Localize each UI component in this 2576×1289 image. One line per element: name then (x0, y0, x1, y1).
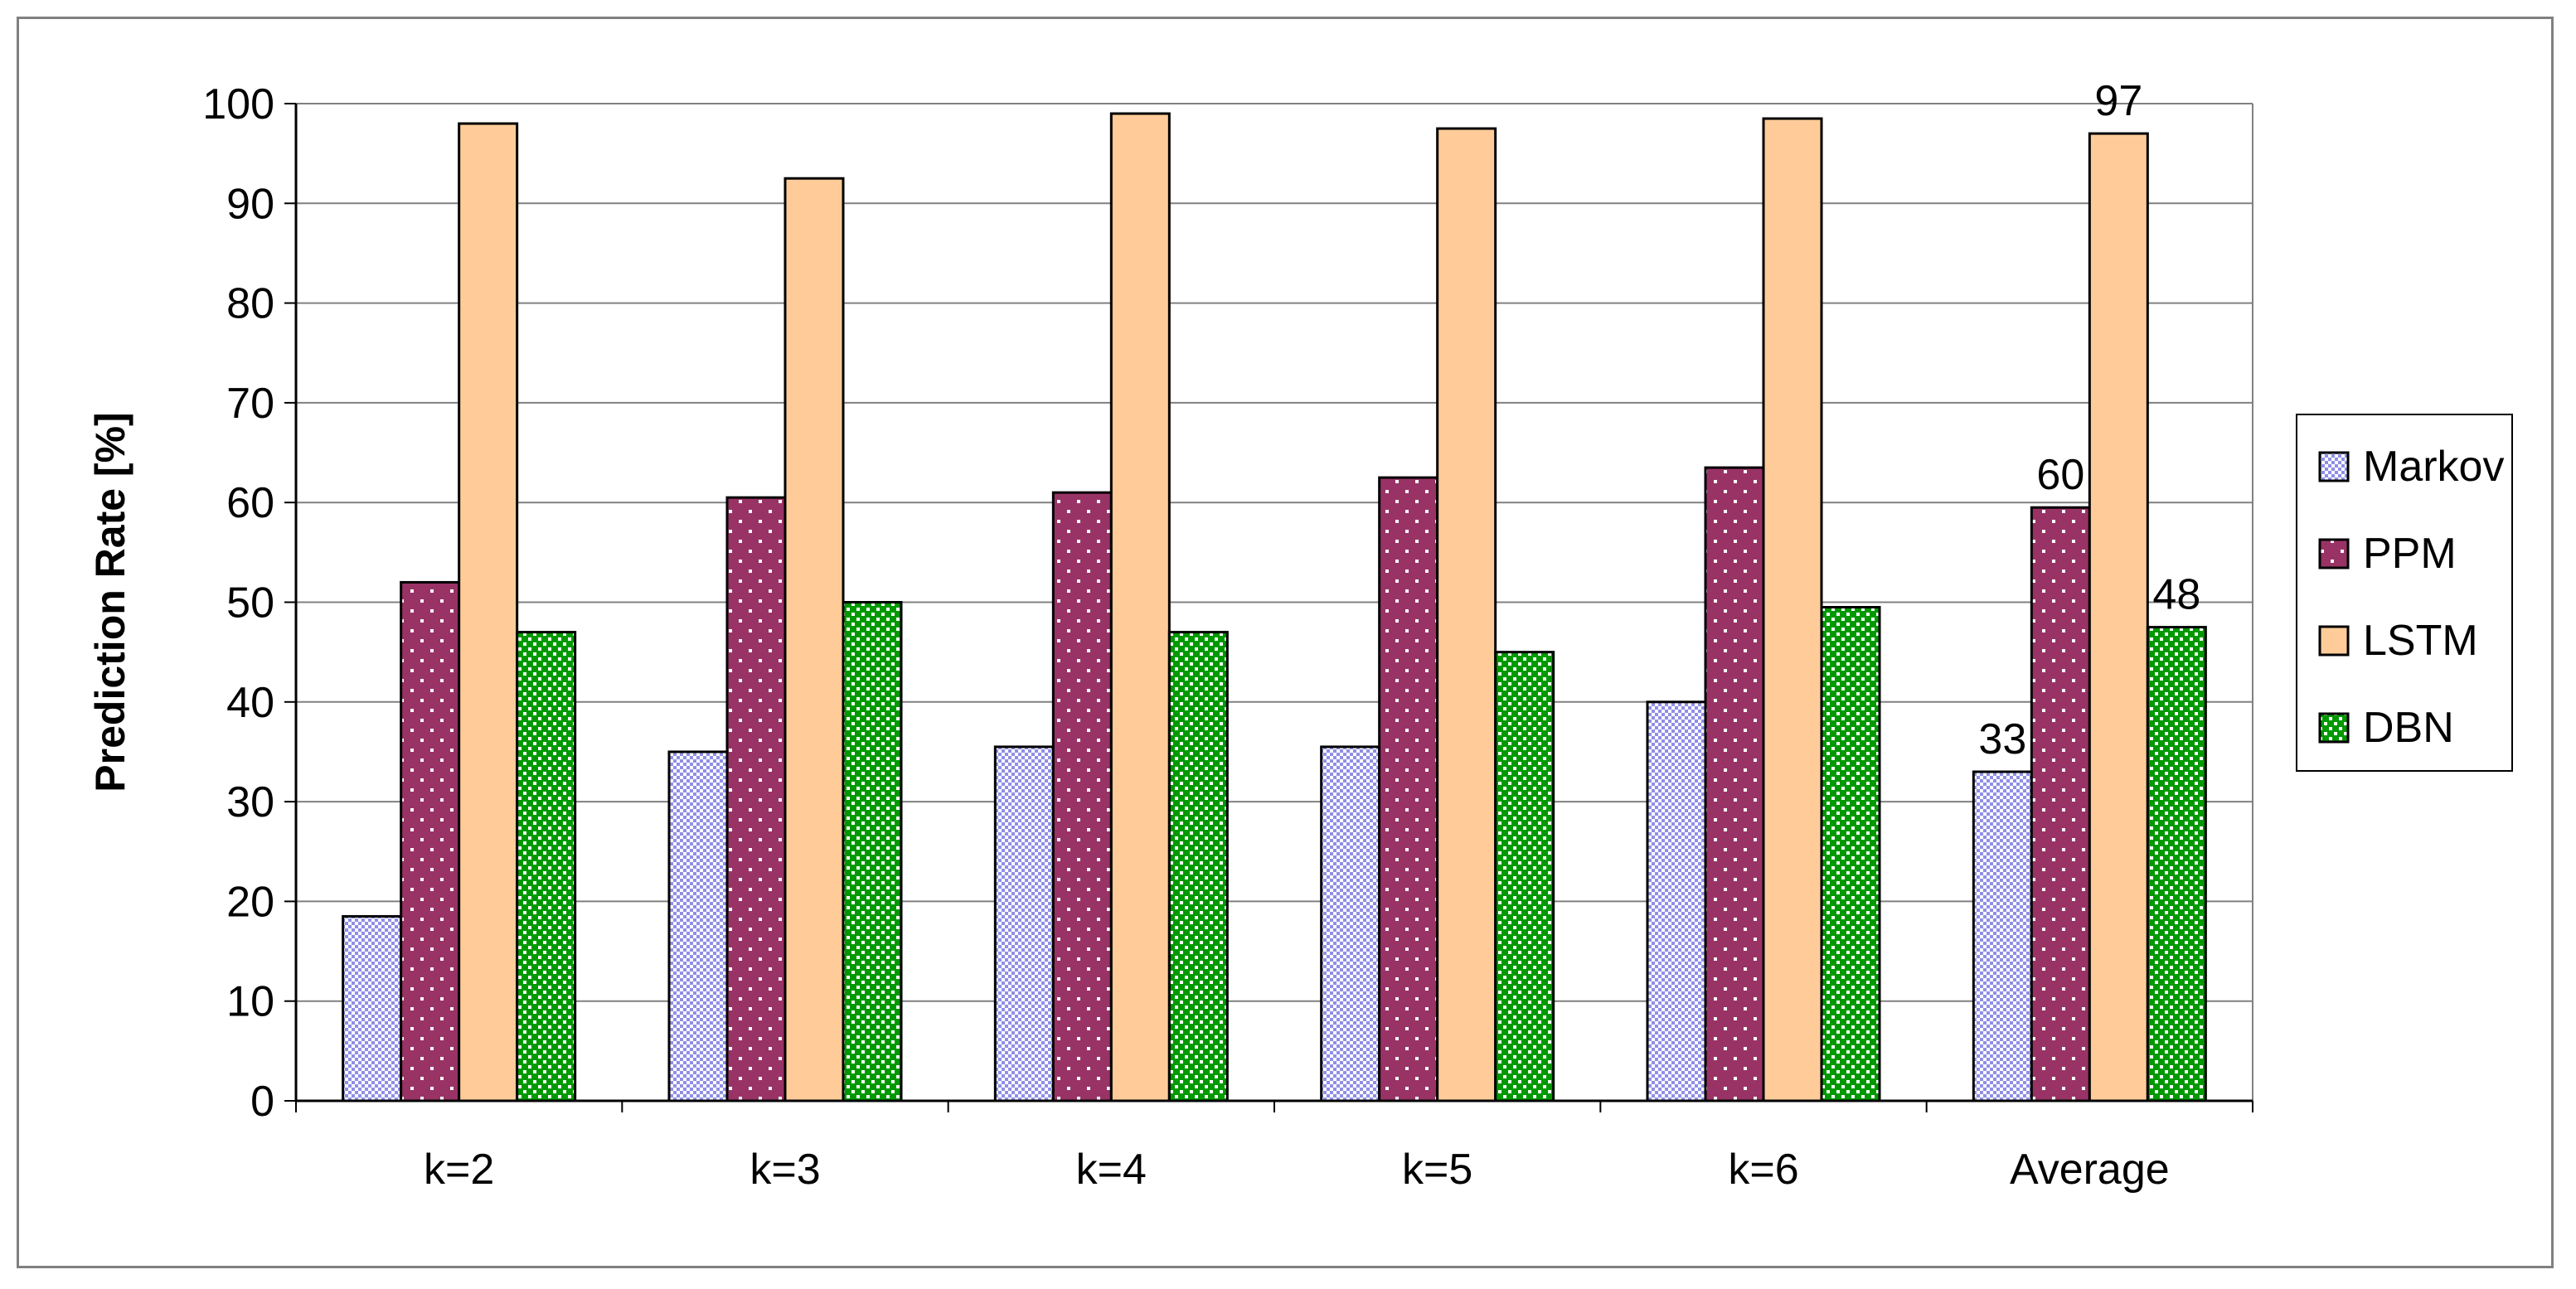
y-tick-label: 70 (226, 380, 274, 428)
y-tick-label: 10 (226, 978, 274, 1026)
y-tick-label: 90 (226, 180, 274, 228)
bar-lstm-average (2088, 132, 2149, 1102)
bar-lstm-k3 (783, 177, 845, 1102)
y-tick-label: 0 (250, 1078, 274, 1126)
legend-label-dbn: DBN (2363, 704, 2454, 752)
y-tick-label: 80 (226, 280, 274, 328)
legend-label-lstm: LSTM (2363, 617, 2478, 665)
legend: Markov PPM LSTM DBN (2296, 414, 2513, 772)
x-tick-label: k=2 (424, 1146, 494, 1194)
x-tick-label: k=4 (1076, 1146, 1147, 1194)
bar-ppm-k5 (1378, 476, 1439, 1102)
bar-ppm-k6 (1704, 466, 1765, 1102)
bar-markov-average (1972, 770, 2033, 1102)
bar-dbn-k3 (842, 601, 903, 1102)
legend-swatch-markov (2318, 451, 2350, 482)
y-tick-label: 30 (226, 778, 274, 826)
bar-dbn-average (2146, 626, 2207, 1102)
y-tick-label: 20 (226, 878, 274, 926)
bar-dbn-k6 (1820, 606, 1881, 1102)
legend-swatch-lstm (2318, 625, 2350, 657)
data-label-lstm: 97 (2094, 77, 2142, 125)
x-tick-label: k=3 (750, 1146, 820, 1194)
x-tick-label: Average (2010, 1146, 2170, 1194)
legend-swatch-dbn (2318, 712, 2350, 744)
bar-markov-k6 (1646, 700, 1707, 1102)
bar-markov-k3 (667, 750, 729, 1102)
bar-markov-k5 (1320, 745, 1381, 1102)
bar-ppm-average (2030, 506, 2091, 1102)
bar-lstm-k4 (1109, 112, 1171, 1102)
legend-label-ppm: PPM (2363, 530, 2457, 578)
y-tick-label: 60 (226, 479, 274, 527)
bar-lstm-k2 (458, 122, 519, 1102)
bar-ppm-k2 (400, 580, 461, 1102)
y-tick-label: 40 (226, 679, 274, 727)
bar-markov-k4 (993, 745, 1055, 1102)
data-label-markov: 33 (1978, 715, 2026, 763)
data-label-ppm: 60 (2036, 451, 2084, 499)
plot-area: 0 10 20 30 40 50 60 70 80 90 100 k=2 k=3 k=4 k=5 k=6 Ave… (87, 77, 2253, 1194)
bar-lstm-k5 (1436, 127, 1497, 1102)
y-axis-title: Prediction Rate [%] (87, 412, 133, 792)
bar-ppm-k3 (725, 496, 787, 1102)
bar-dbn-k5 (1494, 651, 1555, 1102)
bar-ppm-k4 (1051, 491, 1113, 1102)
legend-swatch-ppm (2318, 538, 2350, 569)
x-tick-label: k=5 (1402, 1146, 1472, 1194)
bar-markov-k2 (342, 914, 403, 1102)
chart-frame (17, 17, 2554, 1268)
bar-lstm-k6 (1762, 117, 1823, 1102)
data-label-dbn: 48 (2152, 571, 2200, 619)
bar-dbn-k4 (1167, 631, 1229, 1102)
y-tick-label: 100 (202, 80, 274, 128)
legend-label-markov: Markov (2363, 443, 2504, 491)
x-tick-label: k=6 (1728, 1146, 1798, 1194)
bar-dbn-k2 (516, 631, 577, 1102)
y-tick-label: 50 (226, 579, 274, 628)
